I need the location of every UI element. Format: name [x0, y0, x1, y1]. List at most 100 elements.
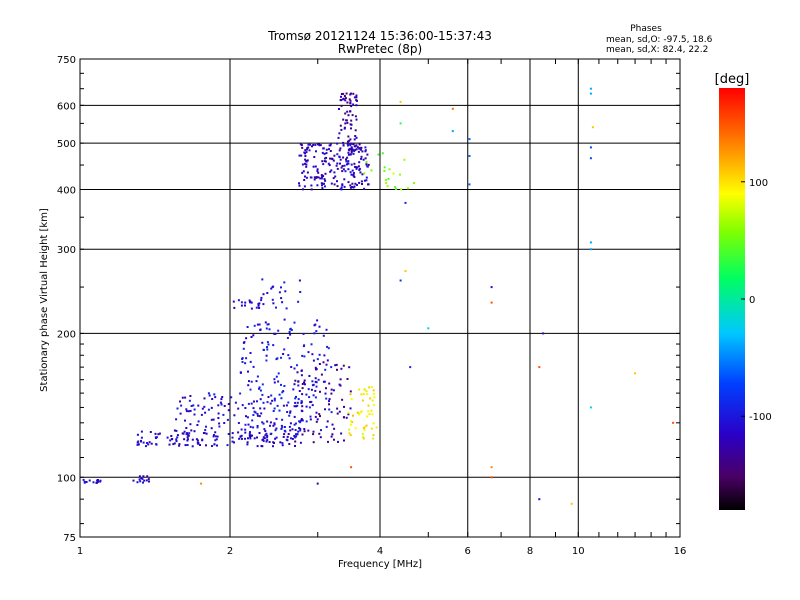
data-point	[365, 390, 368, 393]
data-point	[217, 417, 220, 419]
data-point	[349, 99, 352, 102]
data-point	[336, 412, 339, 415]
data-point	[281, 442, 284, 445]
phase-stats-heading: Phases	[630, 24, 662, 34]
data-point	[178, 443, 181, 446]
data-point	[324, 172, 327, 175]
data-point	[354, 427, 357, 430]
data-point	[280, 383, 282, 386]
data-point	[354, 166, 357, 168]
data-point	[353, 96, 356, 99]
data-point	[253, 437, 256, 440]
data-point	[328, 164, 331, 167]
data-point	[354, 129, 357, 132]
data-point	[136, 433, 139, 436]
data-point	[300, 154, 303, 157]
data-point	[365, 161, 368, 164]
data-point	[345, 160, 348, 163]
data-point	[589, 406, 592, 409]
data-point	[355, 104, 358, 107]
data-point	[334, 175, 337, 178]
data-point	[246, 416, 249, 419]
data-point	[210, 418, 213, 421]
data-point	[292, 388, 295, 391]
data-point	[155, 436, 158, 439]
data-point	[370, 427, 373, 430]
data-point	[304, 158, 307, 161]
data-point	[291, 437, 294, 440]
data-point	[244, 362, 247, 365]
data-point	[338, 132, 341, 135]
data-point	[170, 435, 173, 437]
data-point	[273, 381, 276, 384]
data-point	[336, 368, 338, 371]
data-point	[332, 389, 335, 392]
data-point	[285, 307, 288, 310]
data-point	[293, 321, 296, 324]
data-point	[301, 419, 304, 422]
data-point	[191, 438, 194, 441]
data-point	[343, 164, 346, 167]
data-point	[248, 380, 250, 383]
data-point	[315, 330, 318, 333]
data-point	[342, 98, 345, 101]
colorbar-tick-label: -100	[749, 412, 772, 423]
data-point	[283, 433, 286, 436]
data-point	[245, 357, 248, 360]
data-point	[351, 169, 354, 172]
data-point	[294, 433, 297, 436]
data-point	[349, 144, 352, 147]
data-point	[232, 300, 235, 303]
data-point	[342, 141, 345, 144]
data-point	[298, 279, 301, 282]
data-point	[343, 416, 345, 419]
data-point	[348, 432, 351, 435]
data-point	[570, 502, 573, 505]
data-point	[275, 427, 278, 430]
data-point	[280, 356, 282, 359]
data-point	[269, 424, 271, 427]
data-point	[320, 182, 323, 185]
data-point	[326, 420, 329, 423]
data-point	[490, 466, 493, 469]
data-point	[349, 110, 352, 113]
data-point	[352, 186, 355, 189]
data-point	[321, 184, 323, 187]
data-point	[361, 173, 364, 176]
y-tick-label: 600	[57, 101, 76, 112]
data-point	[325, 397, 328, 400]
data-point	[273, 378, 276, 381]
data-point	[340, 99, 343, 102]
data-point	[186, 436, 189, 439]
data-point	[303, 430, 306, 433]
data-point	[323, 380, 326, 383]
data-point	[354, 115, 357, 118]
data-point	[266, 439, 269, 442]
data-point	[301, 393, 304, 396]
data-point	[309, 415, 312, 418]
data-point	[490, 301, 493, 304]
data-point	[244, 437, 246, 440]
data-point	[345, 416, 348, 419]
data-point	[193, 413, 196, 416]
data-point	[304, 149, 307, 152]
data-point	[287, 433, 290, 435]
data-point	[185, 427, 188, 429]
data-point	[634, 372, 637, 375]
data-point	[231, 440, 234, 443]
data-point	[199, 444, 201, 446]
data-point	[303, 428, 306, 430]
data-point	[298, 184, 301, 187]
data-point	[340, 367, 343, 370]
data-point	[241, 357, 244, 360]
data-point	[286, 337, 289, 339]
data-point	[386, 185, 389, 187]
data-point	[261, 421, 264, 424]
data-point	[300, 402, 303, 405]
data-point	[303, 379, 306, 382]
data-point	[363, 172, 366, 175]
data-point	[263, 437, 266, 440]
data-point	[314, 396, 317, 399]
data-point	[283, 426, 286, 428]
data-point	[294, 429, 297, 431]
